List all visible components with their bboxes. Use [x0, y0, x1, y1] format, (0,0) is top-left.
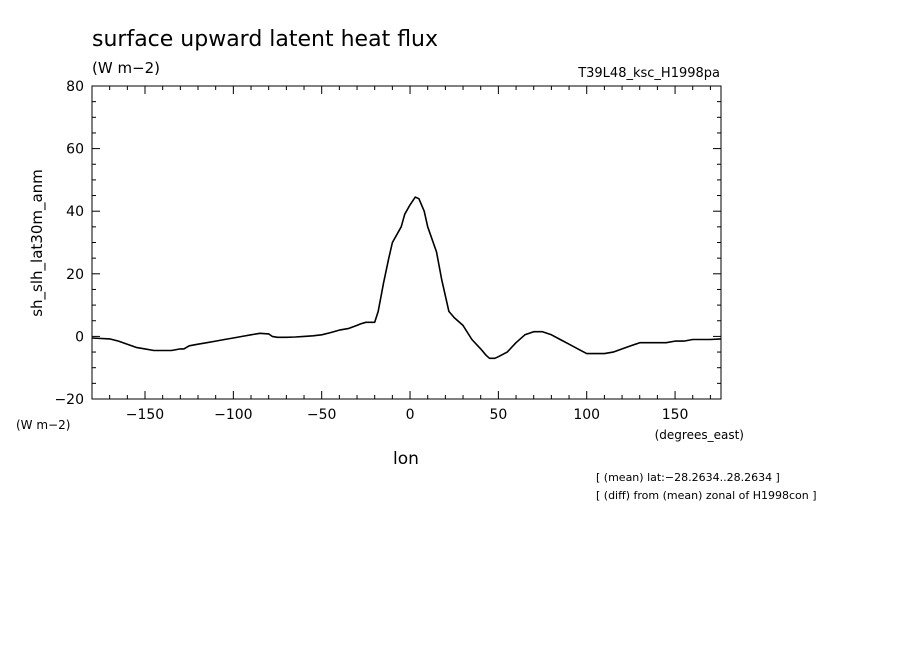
- series-line-0: [91, 196, 722, 360]
- x-tick-label: 50: [489, 407, 507, 423]
- y-tick-label: 60: [66, 142, 84, 158]
- y-axis-units: (W m−2): [16, 418, 70, 432]
- x-tick-label: 100: [573, 407, 600, 423]
- x-tick-label: 150: [662, 407, 689, 423]
- chart-title: surface upward latent heat flux: [92, 27, 438, 52]
- x-tick-label: 0: [406, 407, 415, 423]
- title-units: (W m−2): [92, 59, 160, 77]
- y-tick-label: 20: [66, 267, 84, 283]
- y-axis-label: sh_slh_lat30m_anm: [28, 169, 47, 317]
- x-tick-label: −100: [214, 407, 252, 423]
- x-tick-label: −50: [307, 407, 337, 423]
- y-tick-label: 0: [75, 329, 84, 345]
- series-layer: [91, 196, 722, 360]
- y-tick-label: 80: [66, 79, 84, 95]
- y-tick-label: −20: [54, 392, 84, 408]
- y-tick-label: 40: [66, 204, 84, 220]
- y-axis: 80 60 40 20 0 −20: [54, 79, 721, 408]
- x-axis-units: (degrees_east): [655, 428, 744, 442]
- x-axis-label: lon: [393, 449, 419, 469]
- note-line-mean-lat: [ (mean) lat:−28.2634..28.2634 ]: [596, 471, 780, 484]
- x-tick-label: −150: [126, 407, 164, 423]
- x-axis: −150 −100 −50 0 50 100 150: [91, 86, 711, 423]
- plot-frame: [91, 85, 722, 400]
- run-label: T39L48_ksc_H1998pa: [577, 66, 720, 81]
- note-line-diff: [ (diff) from (mean) zonal of H1998con ]: [596, 489, 817, 502]
